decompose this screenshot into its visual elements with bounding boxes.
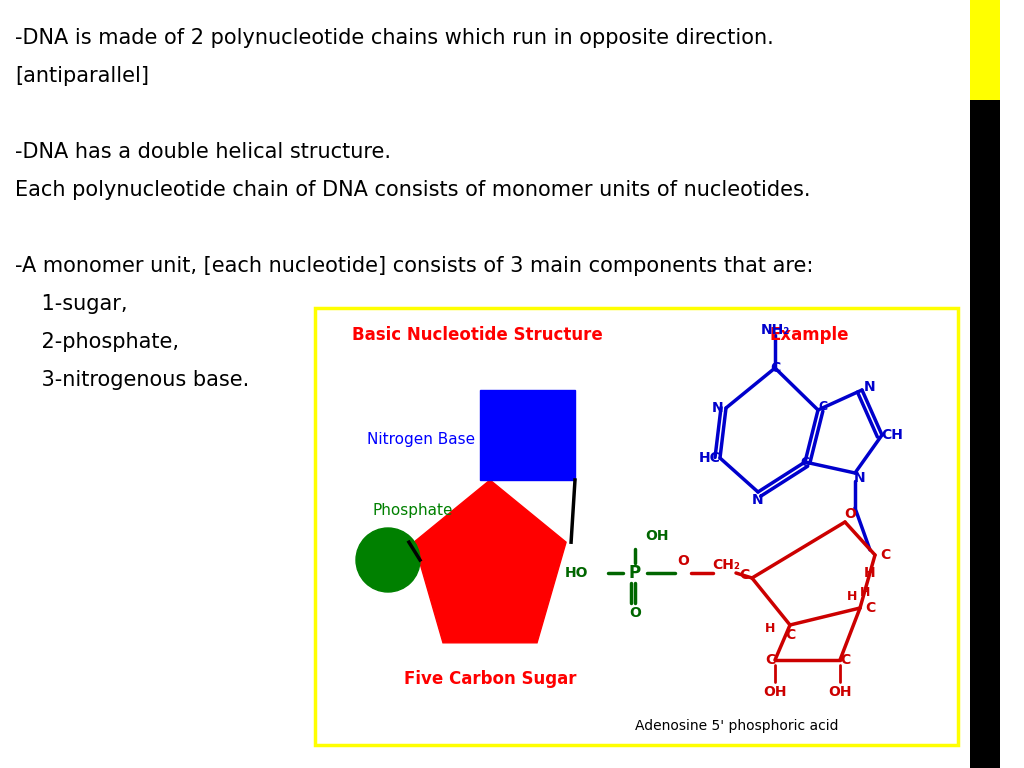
Text: Five Carbon Sugar: Five Carbon Sugar <box>403 670 577 688</box>
Text: N: N <box>864 380 876 394</box>
Text: Phosphate: Phosphate <box>373 503 454 518</box>
Text: P: P <box>629 564 641 582</box>
Text: HO: HO <box>564 566 588 580</box>
Text: CH₂: CH₂ <box>712 558 740 572</box>
Bar <box>315 308 958 745</box>
Text: O: O <box>844 507 856 521</box>
Text: NH₂: NH₂ <box>761 323 790 337</box>
Text: C: C <box>765 653 775 667</box>
Text: HC: HC <box>699 451 721 465</box>
Text: C: C <box>818 400 827 413</box>
Text: 2-phosphate,: 2-phosphate, <box>15 332 179 352</box>
Text: 1-sugar,: 1-sugar, <box>15 294 128 314</box>
Text: C: C <box>880 548 890 562</box>
Text: N: N <box>753 493 764 507</box>
Text: C: C <box>770 361 780 375</box>
Text: H: H <box>847 590 857 603</box>
Text: [antiparallel]: [antiparallel] <box>15 66 150 86</box>
Text: C: C <box>739 568 750 582</box>
Text: 3-nitrogenous base.: 3-nitrogenous base. <box>15 370 249 390</box>
Polygon shape <box>414 480 566 643</box>
Text: O: O <box>677 554 689 568</box>
Text: Each polynucleotide chain of DNA consists of monomer units of nucleotides.: Each polynucleotide chain of DNA consist… <box>15 180 811 200</box>
Text: C: C <box>801 455 810 468</box>
Text: N: N <box>712 401 724 415</box>
Text: -DNA has a double helical structure.: -DNA has a double helical structure. <box>15 142 391 162</box>
Text: -DNA is made of 2 polynucleotide chains which run in opposite direction.: -DNA is made of 2 polynucleotide chains … <box>15 28 774 48</box>
Text: Basic Nucleotide Structure: Basic Nucleotide Structure <box>352 326 603 344</box>
Text: H: H <box>765 621 775 634</box>
Circle shape <box>356 528 420 592</box>
Text: Nitrogen Base: Nitrogen Base <box>367 432 475 447</box>
Text: OH: OH <box>645 529 669 543</box>
Text: OH: OH <box>763 685 786 699</box>
Text: H: H <box>864 566 876 580</box>
Text: Adenosine 5' phosphoric acid: Adenosine 5' phosphoric acid <box>635 719 839 733</box>
Text: O: O <box>629 606 641 620</box>
Bar <box>480 390 575 480</box>
Text: C: C <box>840 653 850 667</box>
Text: H: H <box>860 587 870 600</box>
Bar <box>970 100 1000 768</box>
Text: C: C <box>784 628 795 642</box>
Bar <box>970 0 1000 100</box>
Text: OH: OH <box>828 685 852 699</box>
Text: C: C <box>865 601 876 615</box>
Text: N: N <box>854 471 866 485</box>
Text: -A monomer unit, [each nucleotide] consists of 3 main components that are:: -A monomer unit, [each nucleotide] consi… <box>15 256 813 276</box>
Text: CH: CH <box>881 428 903 442</box>
Text: Example: Example <box>769 326 849 344</box>
